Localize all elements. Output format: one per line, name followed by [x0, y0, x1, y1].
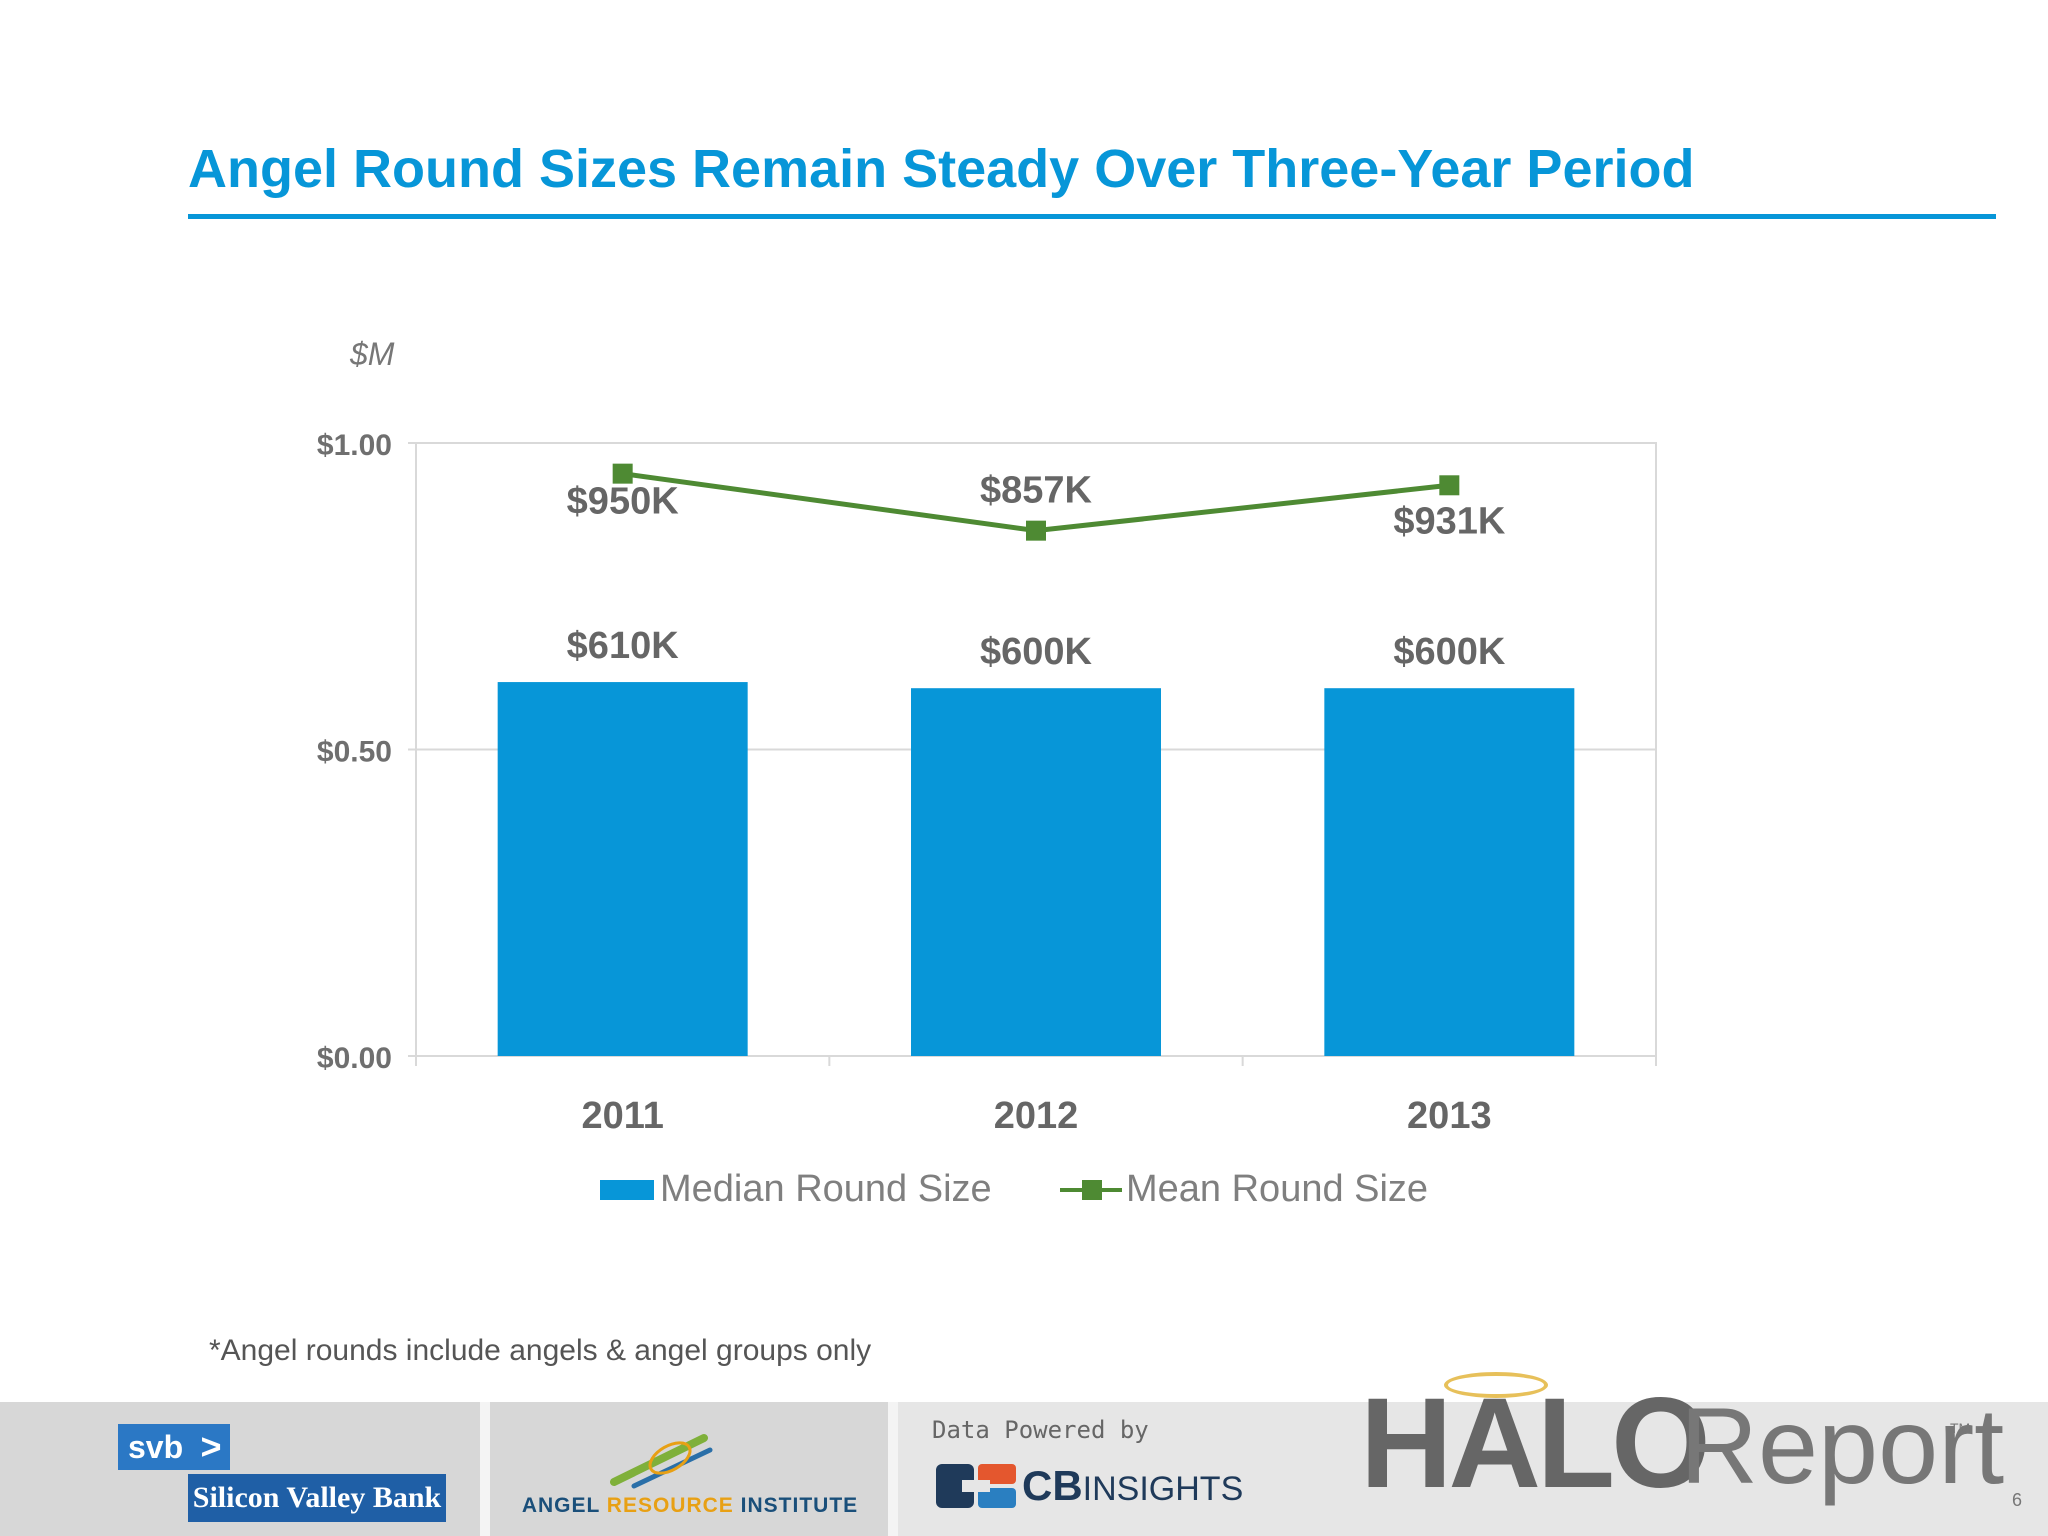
cb-halo-panel [898, 1402, 2048, 1536]
page-number: 6 [2012, 1490, 2023, 1510]
bar-data-label: $610K [567, 625, 680, 667]
ari-logo-icon [610, 1434, 713, 1489]
bar-median-2012 [911, 688, 1161, 1056]
cb-bold: CB [1022, 1462, 1083, 1509]
y-tick-label: $0.50 [317, 736, 392, 769]
cb-insights-name: CBINSIGHTS [1022, 1462, 1243, 1510]
mean-data-label: $950K [567, 481, 680, 523]
y-tick-label: $1.00 [317, 429, 392, 462]
bar-median-2011 [497, 682, 748, 1056]
trademark: TM [1950, 1420, 1971, 1436]
mean-point-2011 [612, 463, 633, 484]
legend-label-mean: Mean Round Size [1126, 1168, 1429, 1210]
y-tick-label: $0.00 [317, 1042, 392, 1075]
bar-data-label: $600K [1393, 631, 1506, 673]
mean-point-2012 [1026, 520, 1046, 541]
title-underline [188, 214, 1996, 219]
cb-insights-logo-icon [936, 1464, 1016, 1508]
cb-light: INSIGHTS [1082, 1470, 1244, 1508]
svb-abbr: svb [128, 1428, 184, 1465]
bar-median-2013 [1324, 688, 1575, 1056]
ari-word-3: INSTITUTE [740, 1494, 859, 1517]
footer-separator [480, 1402, 490, 1536]
x-tick-label: 2013 [1407, 1095, 1492, 1137]
legend-label-median: Median Round Size [660, 1168, 992, 1210]
mean-point-2013 [1439, 475, 1460, 496]
footer-logo-bar: svb > Silicon Valley Bank ANGEL RESOURCE… [0, 1402, 2048, 1536]
report-wordmark: Report [1680, 1385, 2005, 1506]
ari-word-1: ANGEL [521, 1494, 600, 1517]
mean-data-label: $931K [1393, 500, 1506, 542]
halo-wordmark: HALO [1360, 1372, 1711, 1515]
bar-data-label: $600K [980, 631, 1093, 673]
x-tick-label: 2011 [581, 1095, 663, 1137]
round-size-chart: $0.00 $0.50 $1.00 $610K $600K $600K $950K $857K… [317, 429, 1657, 1137]
ari-name: ANGEL RESOURCE INSTITUTE [520, 1494, 860, 1518]
legend-swatch-mean [1060, 1179, 1122, 1200]
svb-chevron-icon: > [194, 1427, 228, 1467]
legend-item-median: Median Round Size [600, 1168, 992, 1211]
footer-separator [888, 1402, 898, 1536]
ari-panel [490, 1402, 888, 1536]
mean-data-label: $857K [980, 470, 1093, 512]
slide-title: Angel Round Sizes Remain Steady Over Thr… [188, 139, 1695, 199]
y-axis-unit-label: $M [350, 336, 395, 372]
svb-name: Silicon Valley Bank [188, 1474, 446, 1522]
powered-by-label: Data Powered by [932, 1416, 1149, 1444]
legend-item-mean: Mean Round Size [1060, 1168, 1428, 1211]
footnote: *Angel rounds include angels & angel gro… [209, 1334, 872, 1367]
x-tick-label: 2012 [994, 1095, 1079, 1137]
ari-word-2: RESOURCE [606, 1494, 734, 1517]
halo-ring-icon [1444, 1372, 1548, 1398]
legend-swatch-median [600, 1179, 654, 1200]
chart-legend: Median Round Size Mean Round Size [0, 1168, 2048, 1218]
